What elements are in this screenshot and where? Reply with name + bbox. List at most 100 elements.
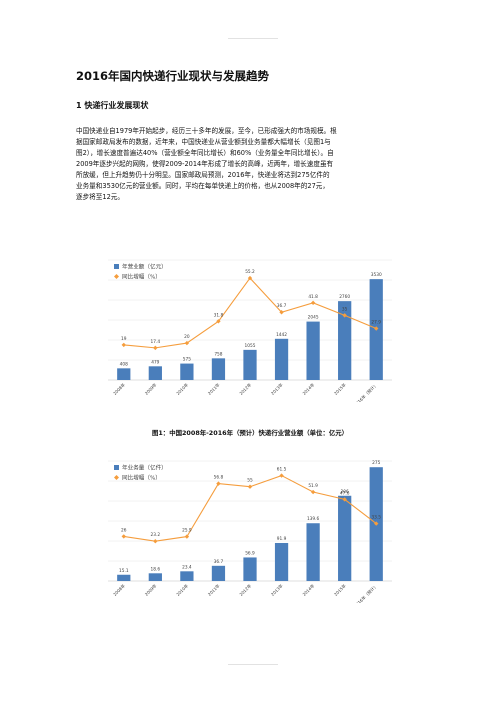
bar bbox=[117, 574, 131, 581]
growth-marker bbox=[153, 539, 158, 544]
bar-value-label: 36.7 bbox=[214, 559, 224, 565]
growth-marker bbox=[121, 534, 126, 539]
category-tick-label: 2009年 bbox=[143, 582, 158, 597]
bar-value-label: 275 bbox=[372, 460, 380, 466]
category-tick-label: 2012年 bbox=[238, 381, 253, 396]
growth-value-label: 20 bbox=[184, 334, 190, 340]
category-tick-label: 2013年 bbox=[269, 582, 284, 597]
growth-value-label: 35 bbox=[342, 306, 348, 312]
bar-value-label: 56.9 bbox=[245, 550, 255, 556]
bar bbox=[306, 523, 320, 581]
growth-marker bbox=[216, 481, 221, 486]
category-tick-label: 2014年 bbox=[301, 582, 316, 597]
category-tick-label: 2015年 bbox=[332, 582, 347, 597]
growth-marker bbox=[342, 497, 347, 502]
bar-value-label: 758 bbox=[214, 351, 222, 357]
bar bbox=[180, 571, 194, 581]
growth-value-label: 56.8 bbox=[214, 475, 224, 481]
growth-value-label: 55 bbox=[247, 478, 253, 484]
growth-value-label: 33.5 bbox=[371, 515, 381, 521]
bar-value-label: 1055 bbox=[245, 343, 256, 349]
document-title: 2016年国内快递行业现状与发展趋势 bbox=[76, 69, 270, 83]
bar bbox=[338, 495, 352, 581]
header-rule bbox=[228, 38, 278, 39]
growth-marker bbox=[342, 313, 347, 318]
category-tick-label: 2015年 bbox=[332, 381, 347, 396]
bar bbox=[117, 368, 131, 380]
category-tick-label: 2010年 bbox=[175, 582, 190, 597]
growth-marker bbox=[121, 342, 126, 348]
category-tick-label: 2008年 bbox=[111, 381, 126, 396]
growth-marker bbox=[279, 473, 284, 478]
growth-marker bbox=[310, 489, 316, 495]
bar bbox=[243, 349, 257, 380]
bar bbox=[243, 557, 257, 581]
growth-value-label: 17.4 bbox=[151, 339, 161, 345]
bar bbox=[274, 542, 289, 581]
legend-swatch-line bbox=[114, 274, 119, 279]
growth-marker bbox=[184, 340, 190, 346]
body-paragraph: 中国快递业自1979年开始起步，经历三十多年的发展，至今，已形成强大的市场规模。… bbox=[76, 127, 337, 201]
volume-chart: 15.1 2008年 18.6 2009年 23.4 2010年 36.7 2011年 56.9… bbox=[108, 460, 392, 603]
legend-label-bar: 年营业额（亿元） bbox=[122, 263, 167, 271]
category-tick-label: 2016年（预计） bbox=[352, 582, 378, 603]
growth-value-label: 41.8 bbox=[308, 294, 318, 300]
growth-value-label: 55.2 bbox=[245, 269, 255, 275]
growth-marker bbox=[216, 319, 221, 324]
growth-value-label: 19 bbox=[121, 336, 127, 342]
bar bbox=[180, 363, 194, 380]
legend-swatch-bar bbox=[114, 264, 119, 269]
bar-value-label: 15.1 bbox=[119, 568, 129, 574]
legend-label-line: 同比增幅（%） bbox=[122, 474, 161, 482]
growth-value-label: 26 bbox=[121, 527, 127, 533]
legend-label-bar: 年业务量（亿件） bbox=[122, 464, 167, 472]
growth-marker bbox=[153, 345, 158, 351]
bar-value-label: 408 bbox=[120, 361, 128, 367]
growth-marker bbox=[310, 300, 316, 306]
growth-value-label: 51.9 bbox=[308, 483, 318, 489]
bar bbox=[306, 321, 320, 380]
growth-marker bbox=[374, 326, 379, 331]
growth-marker bbox=[247, 275, 253, 281]
category-tick-label: 2013年 bbox=[269, 381, 284, 396]
bar-value-label: 2045 bbox=[308, 315, 319, 321]
category-tick-label: 2016年（预计） bbox=[352, 381, 378, 402]
growth-value-label: 61.5 bbox=[277, 467, 287, 473]
category-tick-label: 2012年 bbox=[238, 582, 253, 597]
legend-swatch-bar bbox=[114, 465, 119, 470]
bar-value-label: 575 bbox=[183, 357, 191, 363]
bar bbox=[274, 338, 289, 380]
bar-value-label: 206 bbox=[341, 489, 349, 495]
legend-swatch-line bbox=[114, 475, 119, 480]
bar bbox=[338, 301, 352, 380]
figure1-caption: 图1：中国2008年-2016年（预计）快递行业营业额（单位：亿元） bbox=[151, 429, 349, 437]
growth-value-label: 23.2 bbox=[151, 532, 161, 538]
growth-value-label: 31.8 bbox=[214, 312, 224, 318]
category-tick-label: 2010年 bbox=[175, 381, 190, 396]
bar bbox=[211, 565, 226, 581]
footer-rule bbox=[228, 664, 278, 665]
revenue-chart: 408 2008年 479 2009年 575 2010年 758 2011年 1055 2012… bbox=[108, 259, 392, 402]
bar-value-label: 1442 bbox=[276, 332, 287, 338]
bar bbox=[148, 366, 162, 380]
growth-value-label: 27.9 bbox=[371, 319, 381, 325]
bar-value-label: 479 bbox=[151, 359, 159, 365]
category-tick-label: 2008年 bbox=[111, 582, 126, 597]
bar-value-label: 18.6 bbox=[151, 566, 161, 572]
growth-value-label: 36.7 bbox=[277, 303, 287, 309]
bar bbox=[211, 358, 226, 380]
category-tick-label: 2011年 bbox=[206, 582, 221, 597]
bar-value-label: 3530 bbox=[371, 272, 382, 278]
bar-value-label: 23.4 bbox=[182, 564, 192, 570]
category-tick-label: 2011年 bbox=[206, 381, 221, 396]
category-tick-label: 2014年 bbox=[301, 381, 316, 396]
bar-value-label: 139.6 bbox=[307, 516, 320, 522]
legend-label-line: 同比增幅（%） bbox=[122, 273, 161, 281]
bar-value-label: 2760 bbox=[339, 294, 350, 300]
category-tick-label: 2009年 bbox=[143, 381, 158, 396]
growth-value-label: 47.6 bbox=[340, 490, 350, 496]
section-heading: 1 快递行业发展现状 bbox=[76, 101, 149, 110]
bar bbox=[148, 573, 162, 581]
growth-marker bbox=[247, 484, 253, 489]
growth-value-label: 25.9 bbox=[182, 528, 192, 534]
